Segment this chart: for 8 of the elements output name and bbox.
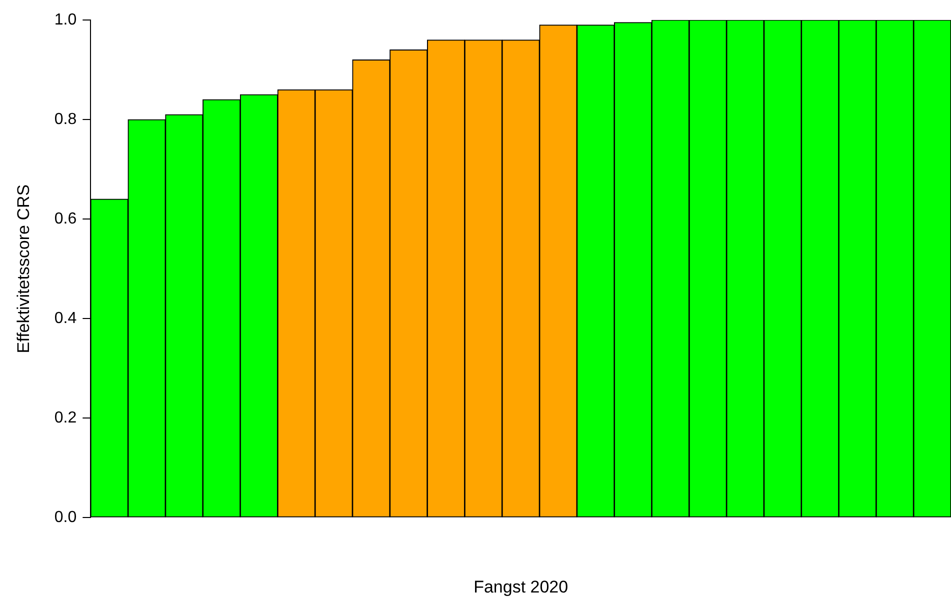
x-axis-title: Fangst 2020 (474, 577, 568, 596)
y-tick-label: 0.6 (54, 210, 77, 228)
y-tick-label: 0.4 (54, 310, 77, 327)
y-tick-label: 0.2 (54, 409, 77, 426)
y-axis-title: Effektivitetsscore CRS (14, 184, 33, 354)
y-tick-label: 0.8 (54, 110, 77, 128)
y-tick-label: 0.0 (54, 509, 77, 526)
y-tick-label: 1.0 (54, 11, 77, 28)
